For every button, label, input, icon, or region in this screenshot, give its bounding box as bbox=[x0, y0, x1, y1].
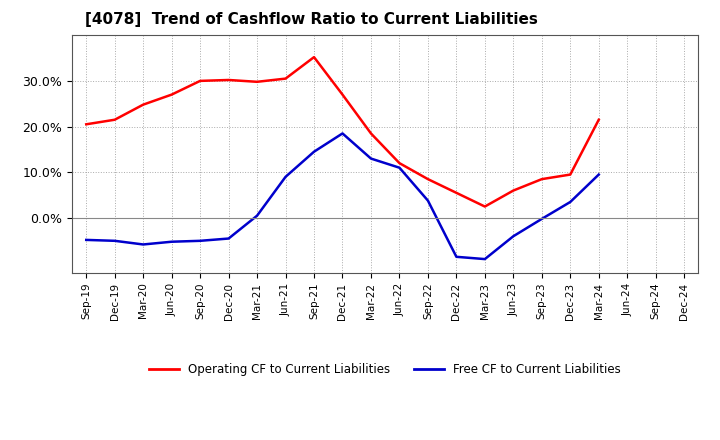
Free CF to Current Liabilities bbox=[452, 254, 461, 260]
Free CF to Current Liabilities bbox=[595, 172, 603, 177]
Operating CF to Current Liabilities bbox=[282, 76, 290, 81]
Operating CF to Current Liabilities bbox=[566, 172, 575, 177]
Operating CF to Current Liabilities bbox=[110, 117, 119, 122]
Free CF to Current Liabilities bbox=[338, 131, 347, 136]
Operating CF to Current Liabilities bbox=[509, 188, 518, 193]
Operating CF to Current Liabilities bbox=[366, 131, 375, 136]
Operating CF to Current Liabilities bbox=[423, 176, 432, 182]
Operating CF to Current Liabilities bbox=[480, 204, 489, 209]
Free CF to Current Liabilities bbox=[225, 236, 233, 241]
Free CF to Current Liabilities bbox=[566, 199, 575, 205]
Line: Operating CF to Current Liabilities: Operating CF to Current Liabilities bbox=[86, 57, 599, 206]
Free CF to Current Liabilities bbox=[196, 238, 204, 243]
Free CF to Current Liabilities bbox=[110, 238, 119, 243]
Operating CF to Current Liabilities bbox=[338, 92, 347, 97]
Operating CF to Current Liabilities bbox=[310, 55, 318, 60]
Free CF to Current Liabilities bbox=[366, 156, 375, 161]
Operating CF to Current Liabilities bbox=[253, 79, 261, 84]
Operating CF to Current Liabilities bbox=[225, 77, 233, 83]
Operating CF to Current Liabilities bbox=[452, 190, 461, 195]
Operating CF to Current Liabilities bbox=[395, 161, 404, 166]
Free CF to Current Liabilities bbox=[139, 242, 148, 247]
Operating CF to Current Liabilities bbox=[595, 117, 603, 122]
Free CF to Current Liabilities bbox=[282, 174, 290, 180]
Text: [4078]  Trend of Cashflow Ratio to Current Liabilities: [4078] Trend of Cashflow Ratio to Curren… bbox=[84, 12, 537, 27]
Free CF to Current Liabilities bbox=[310, 149, 318, 154]
Legend: Operating CF to Current Liabilities, Free CF to Current Liabilities: Operating CF to Current Liabilities, Fre… bbox=[145, 359, 626, 381]
Operating CF to Current Liabilities bbox=[82, 122, 91, 127]
Free CF to Current Liabilities bbox=[82, 237, 91, 242]
Free CF to Current Liabilities bbox=[480, 257, 489, 262]
Operating CF to Current Liabilities bbox=[196, 78, 204, 84]
Operating CF to Current Liabilities bbox=[537, 176, 546, 182]
Free CF to Current Liabilities bbox=[509, 234, 518, 239]
Free CF to Current Liabilities bbox=[395, 165, 404, 170]
Free CF to Current Liabilities bbox=[167, 239, 176, 244]
Operating CF to Current Liabilities bbox=[167, 92, 176, 97]
Line: Free CF to Current Liabilities: Free CF to Current Liabilities bbox=[86, 133, 599, 259]
Free CF to Current Liabilities bbox=[253, 213, 261, 218]
Free CF to Current Liabilities bbox=[537, 216, 546, 221]
Free CF to Current Liabilities bbox=[423, 198, 432, 203]
Operating CF to Current Liabilities bbox=[139, 102, 148, 107]
